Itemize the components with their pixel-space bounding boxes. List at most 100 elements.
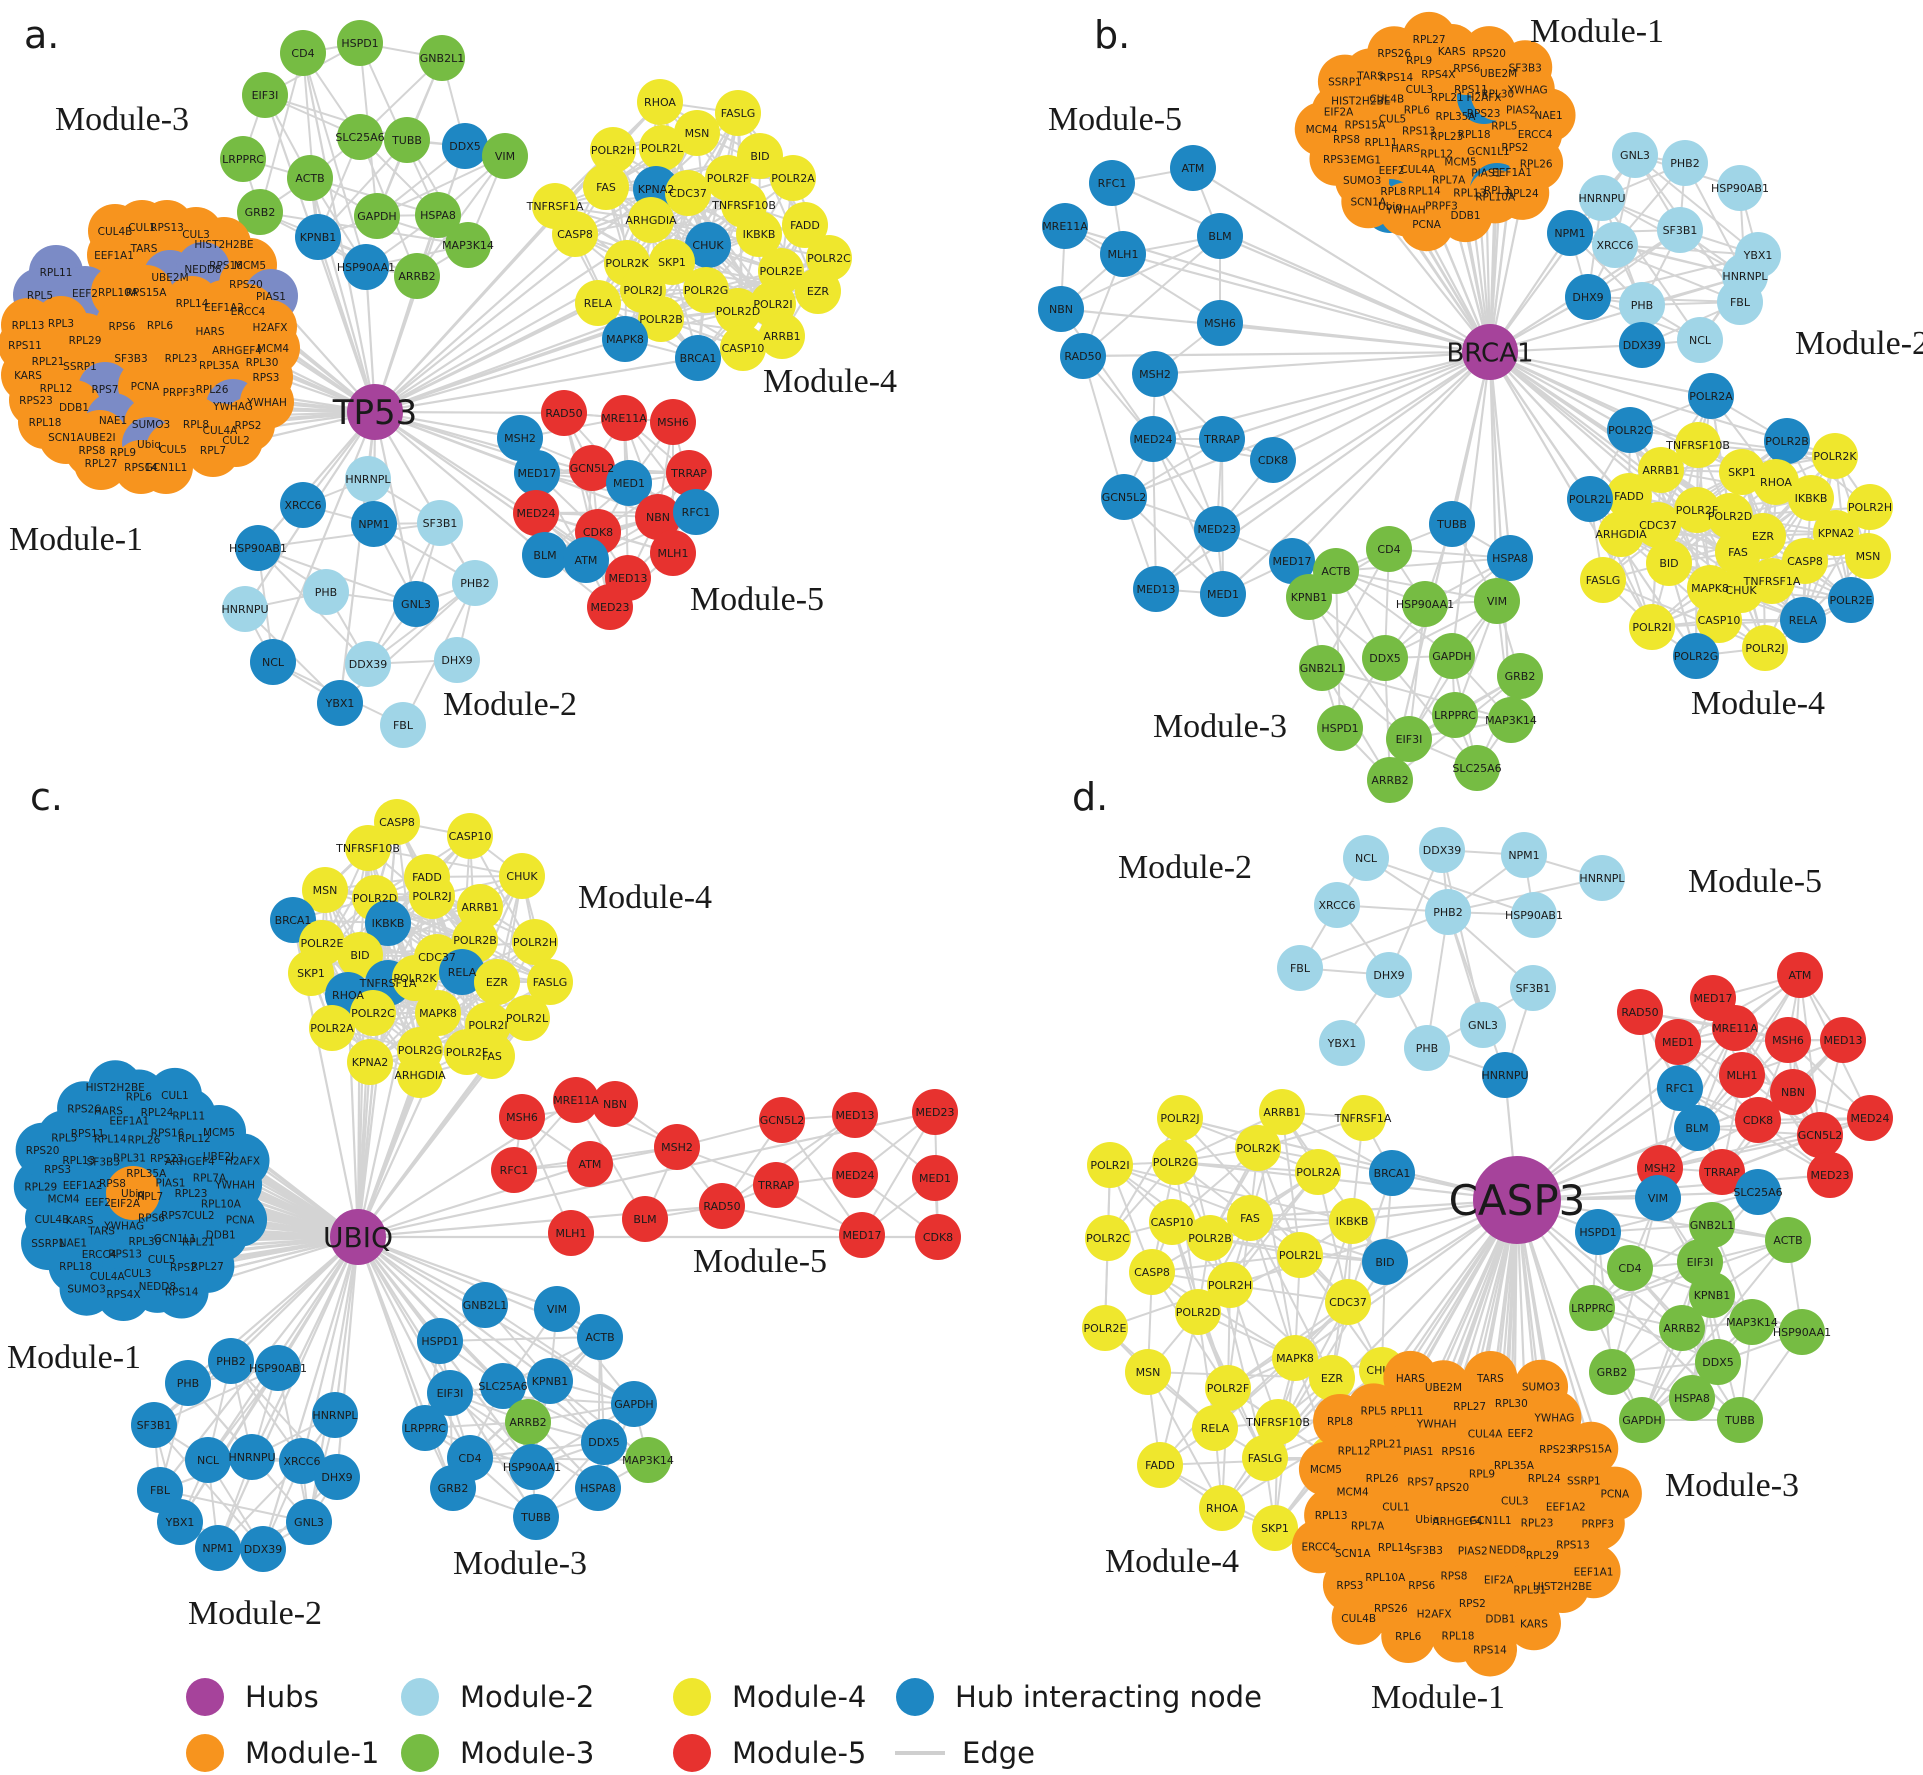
node-label: RPL13 [12, 320, 45, 332]
node-label: MED23 [1198, 523, 1237, 536]
node-label: BID [750, 150, 769, 163]
node-label: MED1 [1207, 588, 1239, 601]
node-label: MRE11A [553, 1094, 599, 1107]
node-label: RPS3 [1323, 154, 1350, 166]
edge [1601, 197, 1701, 341]
node-MRE11A [1042, 203, 1088, 249]
node-label: RPS8 [1333, 134, 1360, 146]
node-label: CHUK [1725, 584, 1757, 597]
node-label: MED24 [1851, 1112, 1890, 1125]
node-label: TNFRSF10B [1245, 1416, 1310, 1429]
node-label: RPL11 [1391, 1406, 1424, 1418]
node-label: RPS20 [229, 279, 263, 291]
node-CASP8 [552, 211, 598, 257]
node-label: RPL5 [1491, 121, 1517, 133]
node-label: POLR2I [753, 298, 792, 311]
node-label: POLR2I [1632, 621, 1671, 634]
node-BLM [522, 532, 568, 578]
node-label: MSN [685, 127, 710, 140]
legend-item-hubs: Hubs [186, 1678, 319, 1716]
node-label: HSP90AB1 [1711, 182, 1769, 195]
node-label: PCNA [1412, 219, 1442, 231]
legend-label: Module-2 [460, 1680, 594, 1714]
node-label: RPL29 [24, 1181, 57, 1193]
node-label: POLR2D [353, 892, 398, 905]
node-label: MAPK8 [1691, 582, 1729, 595]
node-label: GRB2 [1505, 670, 1536, 683]
node-NCL [250, 639, 296, 685]
node-label: CDC37 [418, 951, 456, 964]
node-label: HNRNPL [1722, 270, 1768, 283]
node-label: CUL3 [124, 1268, 152, 1280]
node-label: FBL [1730, 296, 1751, 309]
node-label: RPS23 [19, 395, 53, 407]
node-label: RAD50 [1621, 1006, 1658, 1019]
node-label: HSPD1 [1579, 1226, 1616, 1239]
node-label: DDX5 [449, 140, 480, 153]
legend-item-edge: Edge [895, 1736, 1035, 1770]
legend-swatch-icon [401, 1734, 439, 1772]
node-label: RPL23 [1521, 1518, 1554, 1530]
node-label: RPL18 [59, 1261, 92, 1273]
node-label: MED13 [1824, 1034, 1863, 1047]
node-label: RPL11 [1365, 137, 1398, 149]
node-label: MRE11A [601, 412, 647, 425]
node-label: CHUK [692, 239, 724, 252]
node-label: GNL3 [1620, 149, 1650, 162]
node-label: PRPF3 [1425, 201, 1458, 213]
node-label: MSH2 [504, 432, 536, 445]
node-label: CUL1 [1382, 1501, 1410, 1513]
node-label: RPL23 [165, 353, 198, 365]
node-GRB2 [237, 189, 283, 235]
node-label: Ubiq [137, 439, 161, 451]
node-label: RPS6 [1453, 63, 1480, 75]
module-label: Module-1 [9, 521, 143, 558]
node-MSN [674, 110, 720, 156]
node-label: KARS [14, 370, 42, 382]
node-MED1 [1200, 571, 1246, 617]
node-label: RPS15A [1571, 1444, 1613, 1456]
hub-edge [374, 233, 576, 413]
node-label: DHX9 [321, 1471, 352, 1484]
node-label: POLR2E [759, 265, 802, 278]
node-DDX5 [442, 123, 488, 169]
legend-label: Hub interacting node [955, 1680, 1262, 1714]
node-label: DDB1 [1451, 210, 1481, 222]
node-label: SF3B1 [137, 1419, 172, 1432]
node-label: PHB [177, 1377, 199, 1390]
node-label: TARS [1356, 70, 1384, 82]
node-BID [737, 133, 783, 179]
node-label: GNB2L1 [1300, 662, 1344, 675]
node-label: FAS [596, 181, 616, 194]
legend-label: Hubs [245, 1680, 319, 1714]
node-label: RPL3 [48, 318, 74, 330]
node-label: XRCC6 [285, 499, 322, 512]
node-label: POLR2J [1745, 642, 1784, 655]
legend-swatch-icon [401, 1678, 439, 1716]
panel-a: CD4 HSPD1 GNB2L1 EIF3I SLC25A6 TUBB DDX5 VIM LRP… [0, 13, 897, 748]
node-label: TARS [130, 243, 158, 255]
node-label: POLR2H [513, 936, 557, 949]
node-label: POLR2K [393, 972, 437, 985]
node-label: CDK8 [583, 526, 613, 539]
node-label: RPL14 [1378, 1542, 1411, 1554]
node-label: RPS4X [106, 1289, 140, 1301]
node-label: CHUK [506, 870, 538, 883]
node-label: GCN1L1 [1469, 1515, 1512, 1527]
edge [1060, 235, 1221, 310]
hub-edge [1122, 252, 1491, 354]
node-label: PHB2 [1670, 157, 1699, 170]
node-label: KARS [1520, 1618, 1548, 1630]
node-label: RFC1 [1098, 177, 1127, 190]
node-label: POLR2C [1608, 424, 1652, 437]
node-label: CUL4B [1369, 93, 1404, 105]
node-label: POLR2J [412, 890, 451, 903]
node-label: RPL11 [172, 1110, 205, 1122]
node-label: RPS16 [1441, 1446, 1475, 1458]
hub-edge [316, 236, 377, 413]
module-label: Module-3 [55, 101, 189, 138]
node-label: RPL21 [1431, 92, 1464, 104]
node-label: RAD50 [703, 1200, 740, 1213]
node-label: ERCC4 [231, 306, 266, 318]
node-BRCA1 [675, 335, 721, 381]
